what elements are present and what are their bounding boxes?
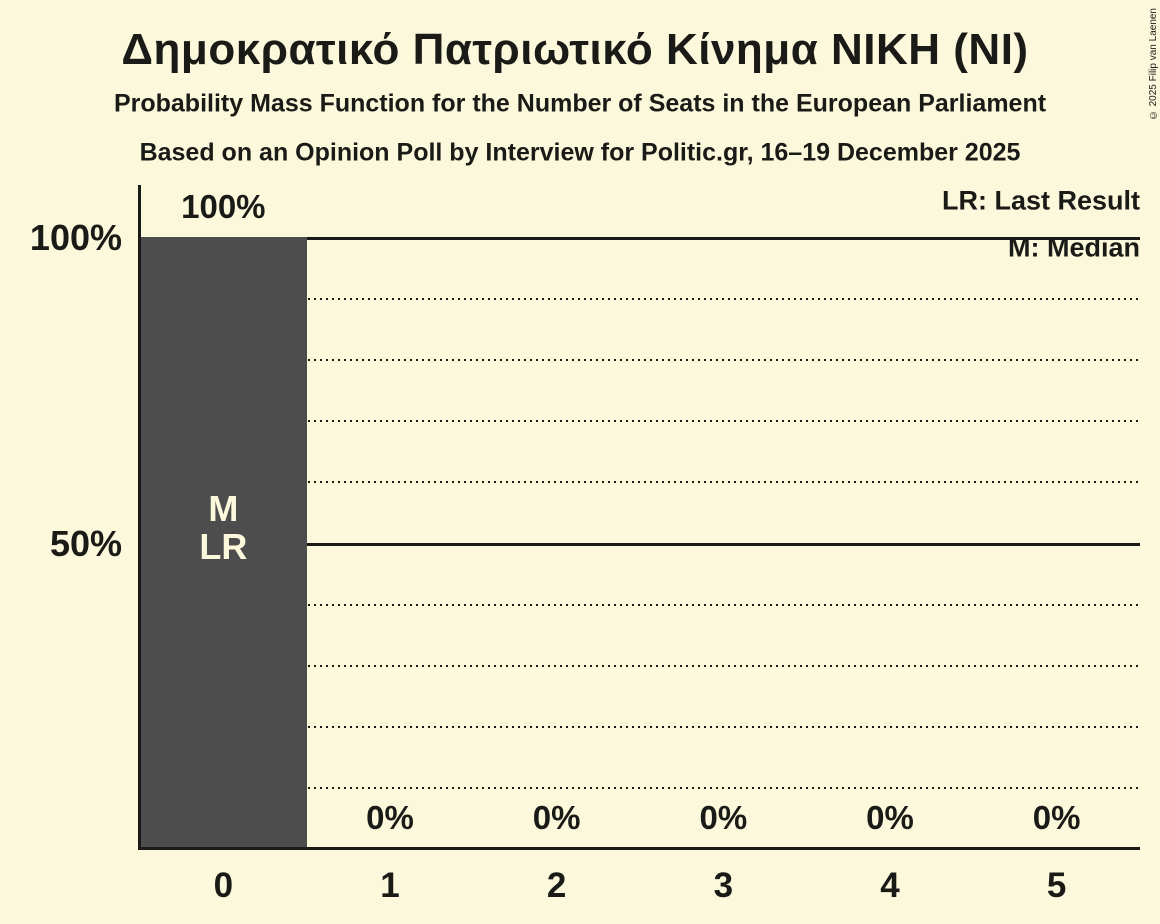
chart-title: Δημοκρατικό Πατριωτικό Κίνημα ΝΙΚΗ (ΝΙ) [121,25,1029,74]
gridline-dotted-80pct [140,359,1140,362]
chart-subtitle-poll: Based on an Opinion Poll by Interview fo… [139,138,1021,167]
gridline-dotted-20pct [140,725,1140,728]
chart-subtitle-pmf: Probability Mass Function for the Number… [113,89,1047,118]
y-axis-line [138,185,141,850]
copyright-notice: © 2025 Filip van Laenen [1148,8,1159,121]
x-axis-tick-label-1: 1 [380,866,400,905]
bar-value-label-5: 0% [1032,799,1081,836]
gridline-dotted-30pct [140,664,1140,667]
gridline-solid-100pct [140,237,1140,240]
gridline-dotted-10pct [140,786,1140,789]
legend-last-result: LR: Last Result [941,185,1140,216]
gridline-dotted-60pct [140,481,1140,484]
x-axis-tick-label-5: 5 [1046,866,1067,905]
gridline-solid-50pct [140,542,1140,546]
bar-value-label-0: 100% [181,188,266,225]
bar-value-label-4: 0% [866,799,914,836]
bar-value-label-2: 0% [532,799,581,836]
x-axis-tick-label-0: 0 [213,866,234,905]
bar-annotation-median-lastresult: M LR [199,488,248,567]
bar-seats-0 [140,237,307,848]
x-axis-tick-label-2: 2 [546,866,567,905]
gridline-dotted-40pct [140,603,1140,606]
gridline-dotted-70pct [140,420,1140,423]
y-axis-label-50pct: 50% [49,522,122,564]
y-axis-label-100pct: 100% [29,217,122,258]
bar-value-label-1: 0% [366,799,414,836]
gridline-dotted-90pct [140,298,1140,301]
x-axis-tick-label-3: 3 [713,866,734,905]
bar-value-label-3: 0% [699,799,748,836]
x-axis-line [138,847,1140,850]
x-axis-tick-label-4: 4 [880,866,900,905]
